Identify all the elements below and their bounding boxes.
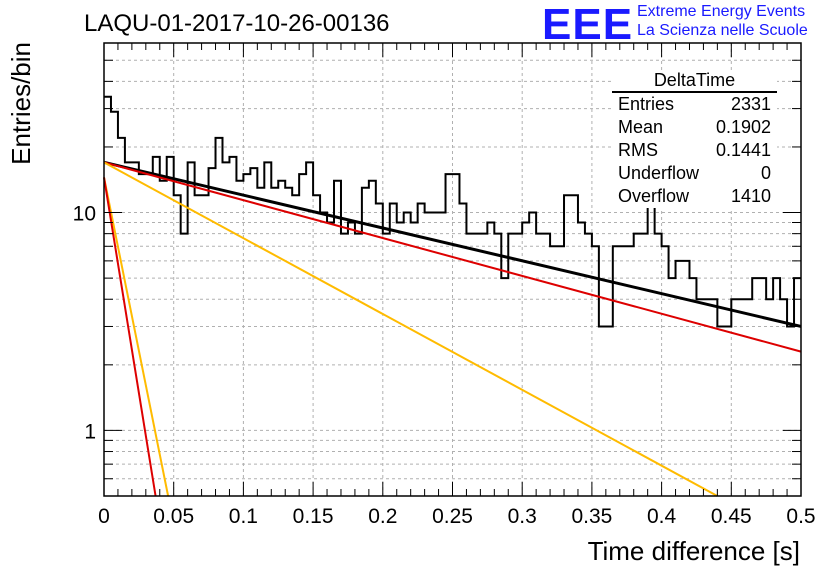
y-tick-label: 1 [84, 420, 96, 443]
histogram [104, 95, 801, 328]
stats-value: 2331 [730, 94, 771, 114]
stats-row-rms: RMS 0.1441 [612, 139, 777, 162]
fit-line [103, 177, 170, 497]
fit-line [103, 160, 802, 328]
stats-label: RMS [618, 140, 658, 160]
stats-label: Entries [618, 94, 675, 114]
logo-caption-line2: La Scienza nelle Scuole [637, 22, 808, 39]
axis-ticks [103, 42, 802, 497]
x-tick-label: 0.5 [786, 505, 815, 528]
logo-caption-line1: Extreme Energy Events [637, 3, 806, 20]
x-tick-label: 0.4 [647, 505, 677, 528]
x-tick-label: 0.25 [432, 505, 473, 528]
x-tick-label: 0 [98, 505, 110, 528]
stats-label: Overflow [618, 186, 690, 206]
x-tick-label: 0.15 [293, 505, 334, 528]
fit-line [103, 161, 718, 497]
stats-label: Mean [618, 117, 664, 137]
stats-value: 0 [760, 163, 771, 183]
stats-value: 0.1441 [715, 140, 771, 160]
stats-row-underflow: Underflow 0 [612, 162, 777, 185]
x-tick-label: 0.2 [368, 505, 397, 528]
stats-title: DeltaTime [612, 70, 777, 93]
fit-lines [103, 160, 802, 497]
logo-caption: Extreme Energy Events La Scienza nelle S… [637, 2, 808, 40]
fit-line [103, 177, 157, 497]
stats-value: 0.1902 [715, 117, 771, 137]
x-tick-label: 0.45 [711, 505, 752, 528]
stats-value: 1410 [730, 186, 771, 206]
x-tick-label: 0.35 [571, 505, 612, 528]
x-tick-label: 0.3 [508, 505, 537, 528]
histogram-bars [104, 95, 801, 328]
x-axis-label: Time difference [s] [588, 536, 800, 566]
y-axis-label: Entries/bin [6, 42, 36, 165]
stats-row-entries: Entries 2331 [612, 93, 777, 116]
stats-row-overflow: Overflow 1410 [612, 185, 777, 208]
x-tick-label: 0.05 [153, 505, 194, 528]
stats-label: Underflow [618, 163, 700, 183]
fit-line [103, 161, 802, 353]
tick-labels: 0 0.05 0.1 0.15 0.2 0.25 0.3 0.35 0.4 0.45 0.5 1 10 [73, 203, 816, 528]
y-tick-label: 10 [73, 203, 96, 226]
stats-row-mean: Mean 0.1902 [612, 116, 777, 139]
stats-box: DeltaTime Entries 2331 Mean 0.1902 RMS 0… [612, 70, 777, 208]
eee-logo: EEE [542, 0, 634, 49]
x-tick-label: 0.1 [229, 505, 258, 528]
run-title: LAQU-01-2017-10-26-00136 [84, 10, 390, 37]
